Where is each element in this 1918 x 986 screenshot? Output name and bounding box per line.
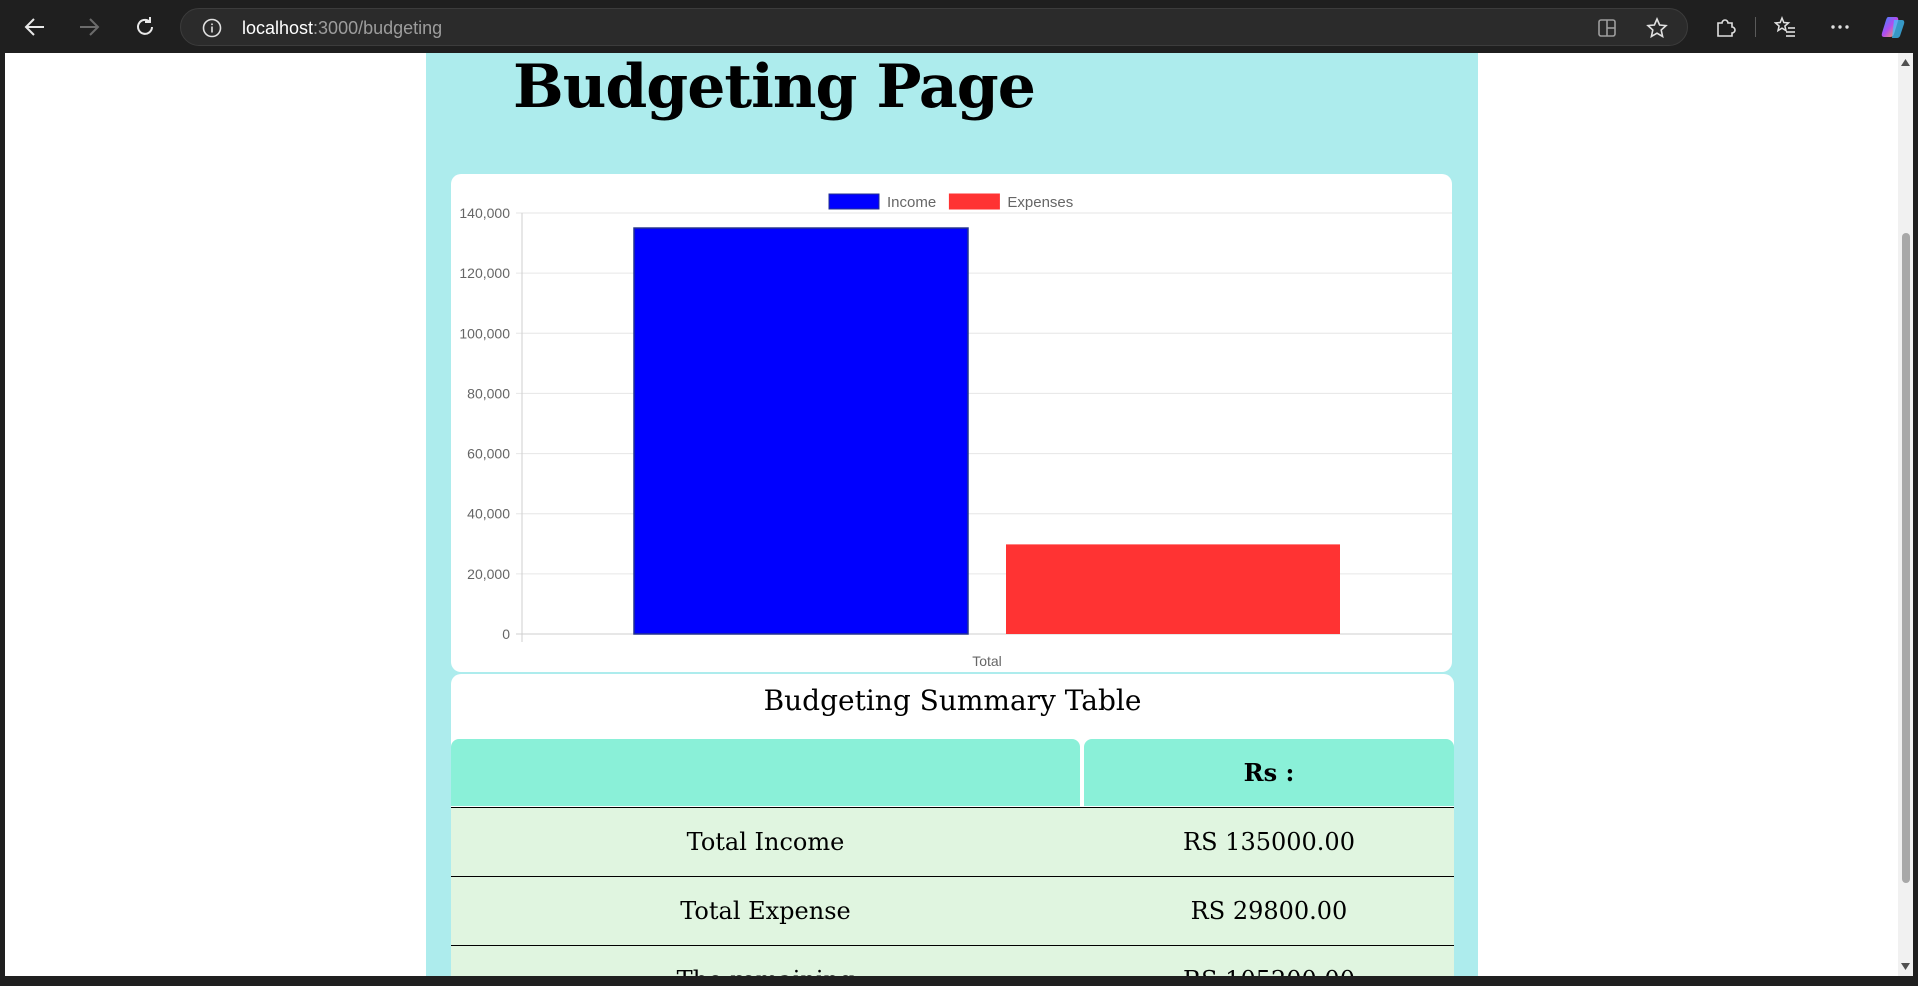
bar-chart: 140,000 120,000 100,000 80,000 60,000 40,000 2… <box>459 193 1452 669</box>
url-text: localhost:3000/budgeting <box>242 19 442 37</box>
row-label: The remaining <box>451 946 1080 976</box>
summary-table: Budgeting Summary Table Rs : Total Incom… <box>451 674 1454 976</box>
table-header-label <box>451 739 1080 806</box>
budget-panel: Budgeting Page 140,000 120,000 100,000 80,0… <box>426 53 1478 976</box>
table-row: Total Expense RS 29800.00 <box>451 877 1454 946</box>
reload-icon <box>137 17 153 35</box>
y-tick-label: 60,000 <box>467 446 510 462</box>
table-header-divider <box>451 807 1454 808</box>
row-value: RS 29800.00 <box>1190 897 1348 925</box>
y-tick-label: 140,000 <box>459 205 510 221</box>
x-tick-label: Total <box>972 653 1002 669</box>
legend-swatch-income <box>828 193 880 210</box>
scroll-thumb[interactable] <box>1902 233 1910 883</box>
page-viewport: Budgeting Page 140,000 120,000 100,000 80,0… <box>5 53 1898 976</box>
scroll-down-icon[interactable] <box>1901 963 1910 970</box>
scroll-up-icon[interactable] <box>1901 59 1910 66</box>
summary-table-title: Budgeting Summary Table <box>763 684 1142 717</box>
legend-swatch-expenses <box>948 193 1000 210</box>
reload-button[interactable] <box>128 10 162 44</box>
y-tick-label: 80,000 <box>467 385 510 401</box>
back-button[interactable] <box>18 10 52 44</box>
browser-toolbar: localhost:3000/budgeting <box>0 0 1918 53</box>
url-host: localhost <box>242 18 314 38</box>
y-tick-label: 100,000 <box>459 325 510 341</box>
forward-button[interactable] <box>72 10 106 44</box>
legend-label-income: Income <box>887 194 936 211</box>
chart-card: 140,000 120,000 100,000 80,000 60,000 40,000 2… <box>451 174 1452 672</box>
row-label: Total Expense <box>680 897 851 925</box>
toolbar-divider <box>1755 17 1756 37</box>
row-label: Total Income <box>686 828 845 856</box>
table-header-rs: Rs : <box>1084 739 1454 806</box>
window-bottom-edge <box>0 976 1918 986</box>
more-options-icon[interactable] <box>1828 15 1852 39</box>
forward-arrow-icon <box>80 18 100 36</box>
extensions-icon[interactable] <box>1713 15 1737 39</box>
row-value: RS 105200.00 <box>1084 946 1454 976</box>
url-path: :3000/budgeting <box>313 18 443 38</box>
y-tick-label: 120,000 <box>459 265 510 281</box>
row-value: RS 135000.00 <box>1183 828 1355 856</box>
table-row: Total Income RS 135000.00 <box>451 808 1454 877</box>
bar-expenses <box>1006 544 1340 634</box>
page-title: Budgeting Page <box>513 53 1036 122</box>
favorite-star-icon[interactable] <box>1645 16 1669 40</box>
address-bar[interactable]: localhost:3000/budgeting <box>180 8 1688 46</box>
legend-label-expenses: Expenses <box>1007 194 1073 211</box>
bar-income <box>633 227 969 635</box>
y-tick-label: 20,000 <box>467 566 510 582</box>
copilot-icon[interactable] <box>1879 13 1907 41</box>
site-info-icon[interactable] <box>202 18 222 38</box>
favorites-icon[interactable] <box>1773 15 1797 39</box>
vertical-scrollbar[interactable] <box>1898 53 1913 976</box>
back-arrow-icon <box>24 18 44 36</box>
split-screen-icon[interactable] <box>1596 17 1618 39</box>
y-tick-label: 40,000 <box>467 506 510 522</box>
y-tick-label: 0 <box>502 626 510 642</box>
table-row: The remaining RS 105200.00 <box>451 946 1454 976</box>
